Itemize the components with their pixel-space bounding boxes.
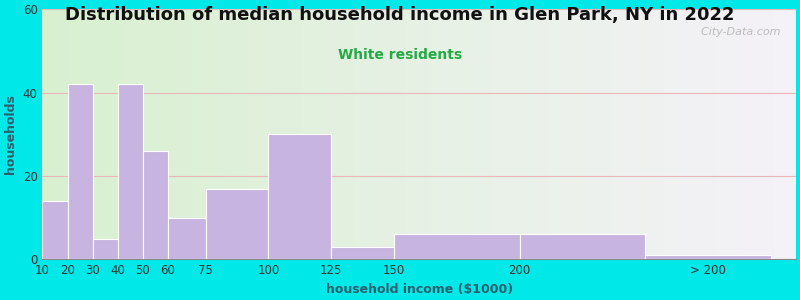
Bar xyxy=(331,247,394,260)
X-axis label: household income ($1000): household income ($1000) xyxy=(326,283,513,296)
Text: White residents: White residents xyxy=(338,48,462,62)
Bar xyxy=(93,238,118,260)
Bar xyxy=(269,134,331,260)
Bar xyxy=(206,188,269,260)
Bar xyxy=(118,84,143,260)
Bar xyxy=(143,151,168,260)
Bar xyxy=(519,234,645,260)
Bar xyxy=(67,84,93,260)
Text: Distribution of median household income in Glen Park, NY in 2022: Distribution of median household income … xyxy=(66,6,734,24)
Y-axis label: households: households xyxy=(4,94,17,174)
Bar xyxy=(394,234,519,260)
Bar xyxy=(645,255,770,260)
Text: City-Data.com: City-Data.com xyxy=(694,27,781,37)
Bar xyxy=(42,201,67,260)
Bar xyxy=(168,218,206,260)
